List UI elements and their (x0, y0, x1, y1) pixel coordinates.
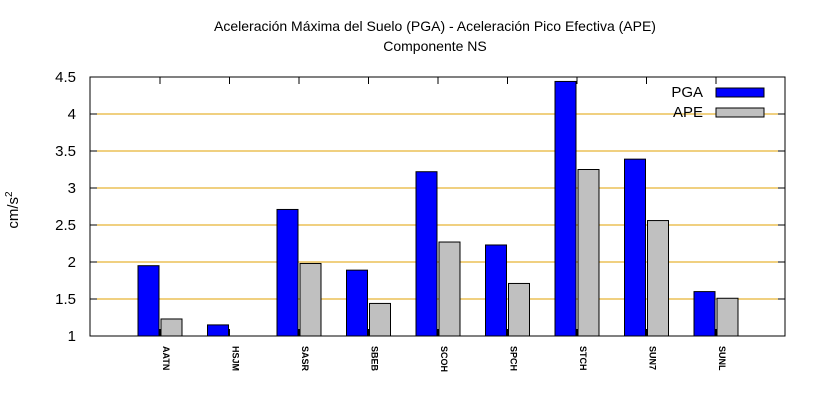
y-tick-label: 2.5 (55, 217, 76, 234)
bar-pga-sbeb (346, 269, 368, 337)
y-tick-label: 4 (68, 106, 76, 123)
x-tick-label: HSJM (231, 346, 241, 371)
bar-ape-stch (577, 169, 600, 337)
legend-swatch-pga (715, 87, 765, 98)
bar-pga-spch (485, 244, 507, 337)
bar-pga-aatn (137, 265, 160, 337)
bar-pga-stch (554, 80, 577, 337)
y-axis-label-main: cm/s (5, 197, 22, 229)
chart-title-block: Aceleración Máxima del Suelo (PGA) - Ace… (0, 16, 820, 56)
legend: PGA APE (671, 84, 765, 121)
bar-pga-sunl (693, 291, 716, 337)
y-tick-label: 4.5 (55, 69, 76, 86)
bar-ape-sbeb (369, 302, 391, 337)
bar-pga-hsjm (207, 324, 229, 337)
chart-subtitle: Componente NS (383, 38, 487, 54)
bars (137, 80, 739, 337)
bar-pga-sun7 (624, 158, 646, 337)
bar-pga-sasr (276, 208, 299, 337)
x-tick-label: SASR (300, 346, 310, 372)
y-tick-label: 1.5 (55, 291, 76, 308)
y-axis-label-sup: 2 (4, 191, 15, 197)
x-tick-label: SPCH (509, 346, 519, 371)
x-tick-label: STCH (578, 346, 588, 371)
bar-ape-spch (508, 282, 530, 337)
y-axis-label: cm/s2 (4, 191, 22, 229)
bar-ape-sasr (299, 262, 322, 337)
legend-label-pga: PGA (671, 84, 703, 101)
legend-swatch-ape (715, 107, 765, 118)
x-ticks: AATN HSJM SASR SBEB SCOH SPCH STCH SUN7 SUNL (159, 77, 727, 372)
x-tick-label: AATN (161, 346, 171, 370)
y-tick-label: 1 (68, 328, 76, 345)
y-tick-label: 2 (68, 254, 76, 271)
x-tick-label: SUNL (717, 346, 727, 371)
x-tick-label: SUN7 (648, 346, 658, 370)
y-ticks: 1 1.5 2 2.5 3 3.5 4 4.5 (55, 69, 785, 345)
chart-title: Aceleración Máxima del Suelo (PGA) - Ace… (214, 18, 656, 34)
y-tick-label: 3.5 (55, 143, 76, 160)
bar-ape-aatn (160, 318, 183, 337)
y-axis-label-group: cm/s2 (4, 191, 22, 229)
bar-pga-scoh (415, 171, 438, 337)
x-tick-label: SBEB (370, 346, 380, 372)
x-tick-label: SCOH (439, 346, 449, 372)
bar-ape-scoh (438, 241, 461, 337)
legend-label-ape: APE (673, 104, 703, 121)
bar-ape-sunl (716, 297, 739, 337)
bar-ape-sun7 (647, 220, 669, 337)
y-tick-label: 3 (68, 180, 76, 197)
